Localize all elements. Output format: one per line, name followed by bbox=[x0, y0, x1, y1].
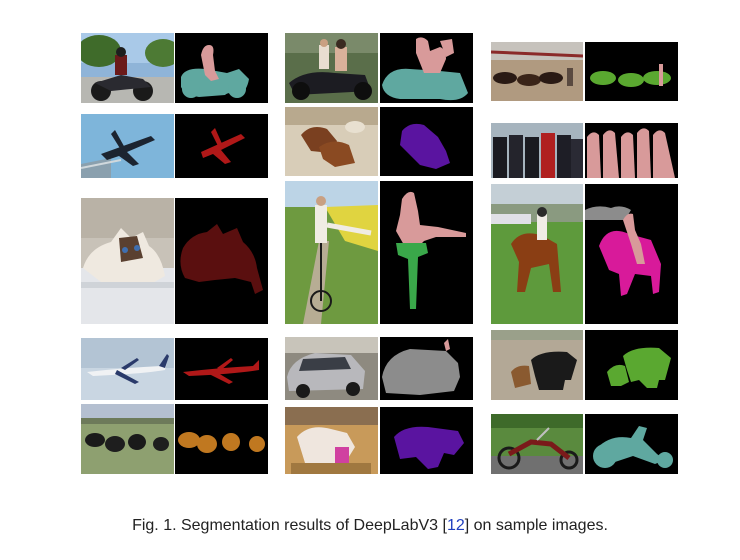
photo-airliner bbox=[81, 338, 174, 400]
photo-horse-rider bbox=[491, 184, 583, 324]
photo-cattle-herd bbox=[491, 42, 583, 101]
figure-caption: Fig. 1. Segmentation results of DeepLabV… bbox=[0, 517, 740, 535]
photo-airplane-sky bbox=[81, 114, 174, 178]
mask-airplane-sky bbox=[175, 114, 268, 178]
mask-car bbox=[380, 337, 473, 400]
mask-dog-toy bbox=[380, 407, 473, 474]
photo-dogs-bed bbox=[285, 107, 378, 176]
photo-cyclist bbox=[285, 181, 378, 324]
mask-dogs-bed bbox=[380, 107, 473, 176]
photo-motorbike-rider bbox=[81, 33, 174, 103]
caption-text-before: Fig. 1. Segmentation results of DeepLabV… bbox=[132, 517, 447, 534]
photo-motorbike-family bbox=[285, 33, 378, 103]
photo-cat bbox=[81, 198, 174, 324]
photo-group-people bbox=[491, 123, 583, 178]
mask-group-people bbox=[585, 123, 678, 178]
photo-sheep bbox=[81, 404, 174, 474]
photo-cow-calf bbox=[491, 330, 583, 400]
mask-cat bbox=[175, 198, 268, 324]
photo-dog-toy bbox=[285, 407, 378, 474]
mask-cattle-herd bbox=[585, 42, 678, 101]
mask-motorbike-family bbox=[380, 33, 473, 103]
mask-cyclist bbox=[380, 181, 473, 324]
caption-text-after: ] on sample images. bbox=[464, 517, 608, 534]
mask-airliner bbox=[175, 338, 268, 400]
mask-horse-rider bbox=[585, 184, 678, 324]
citation-link[interactable]: 12 bbox=[446, 517, 465, 534]
mask-sheep bbox=[175, 404, 268, 474]
mask-cow-calf bbox=[585, 330, 678, 400]
mask-chopper-motorbike bbox=[585, 414, 678, 474]
photo-chopper-motorbike bbox=[491, 414, 583, 474]
photo-car bbox=[285, 337, 378, 400]
mask-motorbike-rider bbox=[175, 33, 268, 103]
